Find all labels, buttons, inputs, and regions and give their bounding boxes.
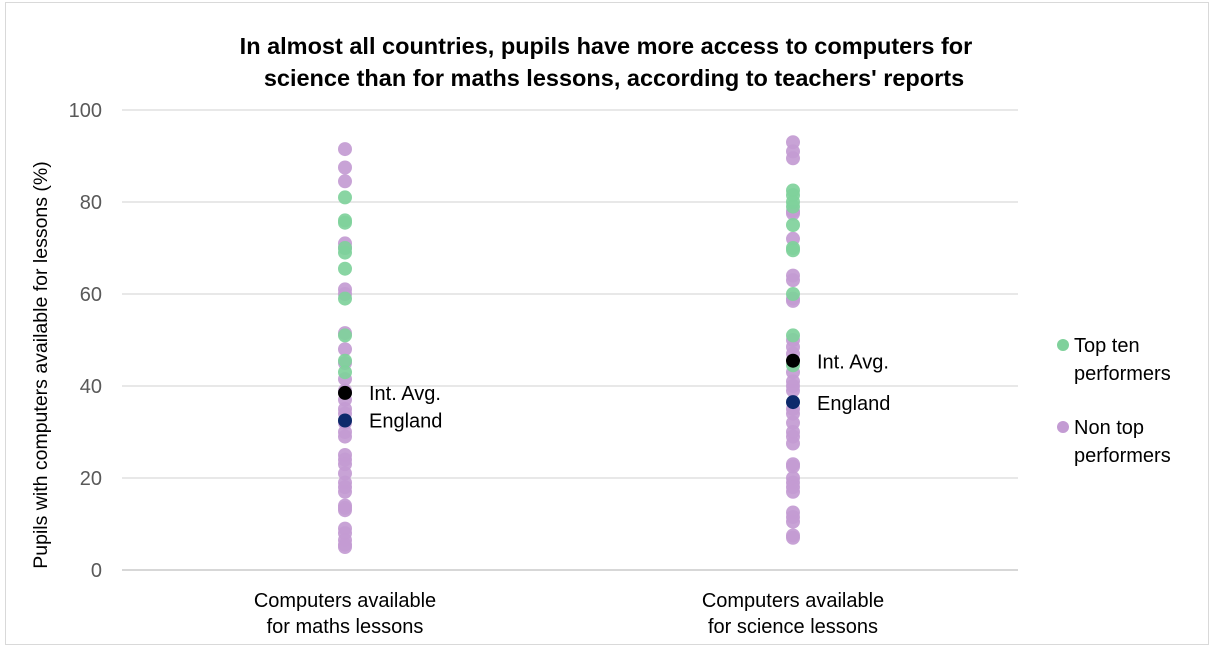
point-top-ten xyxy=(786,287,800,301)
point-int-avg xyxy=(786,353,800,368)
point-non-top xyxy=(338,174,352,189)
legend-label: performers xyxy=(1074,363,1171,385)
point-non-top xyxy=(786,530,800,545)
point-top-ten xyxy=(338,190,352,205)
point-non-top xyxy=(786,484,800,499)
point-int-avg xyxy=(338,385,352,400)
chart-title-line-1: In almost all countries, pupils have mor… xyxy=(240,33,973,59)
data-points xyxy=(338,135,800,554)
point-england xyxy=(786,395,800,410)
point-top-ten xyxy=(338,291,352,306)
x-category-label: for science lessons xyxy=(708,616,878,638)
point-non-top xyxy=(338,342,352,357)
legend-label: performers xyxy=(1074,445,1171,467)
point-top-ten xyxy=(338,245,352,260)
point-top-ten xyxy=(338,215,352,230)
point-non-top xyxy=(338,484,352,499)
point-non-top xyxy=(786,383,800,398)
point-non-top xyxy=(786,436,800,451)
point-top-ten xyxy=(338,353,352,368)
legend-label: Non top xyxy=(1074,417,1144,439)
point-non-top xyxy=(786,151,800,166)
legend-marker-top-ten xyxy=(1057,339,1069,351)
point-england xyxy=(338,413,352,428)
x-axis-categories: Computers available for maths lessons Comp… xyxy=(254,590,884,638)
point-top-ten xyxy=(786,328,800,343)
point-non-top xyxy=(338,429,352,444)
int-avg-label: Int. Avg. xyxy=(369,383,441,405)
point-non-top xyxy=(786,514,800,529)
y-tick-label: 80 xyxy=(80,192,102,214)
chart-title-line-2: science than for maths lessons, accordin… xyxy=(264,65,964,91)
england-label: England xyxy=(369,411,442,433)
y-tick-label: 60 xyxy=(80,284,102,306)
chart-frame xyxy=(5,2,1209,645)
england-label: England xyxy=(817,393,890,415)
point-top-ten xyxy=(338,328,352,343)
legend-marker-non-top xyxy=(1057,421,1069,433)
point-non-top xyxy=(338,540,352,554)
int-avg-label: Int. Avg. xyxy=(817,352,889,374)
y-tick-label: 40 xyxy=(80,376,102,398)
gridlines xyxy=(122,109,1018,571)
point-non-top xyxy=(786,273,800,288)
point-non-top xyxy=(786,459,800,474)
point-top-ten xyxy=(786,218,800,232)
y-axis-label: Pupils with computers available for less… xyxy=(30,161,52,569)
y-tick-label: 20 xyxy=(80,468,102,490)
point-non-top xyxy=(338,503,352,518)
highlight-points: Int. Avg. Int. Avg. England England xyxy=(338,352,890,433)
x-category-label: Computers available xyxy=(702,590,884,612)
y-tick-label: 0 xyxy=(91,560,102,582)
point-non-top xyxy=(338,142,352,157)
point-top-ten xyxy=(786,243,800,258)
y-axis-ticks: 0 20 40 60 80 100 xyxy=(69,100,102,582)
point-top-ten xyxy=(786,199,800,214)
x-category-label: Computers available xyxy=(254,590,436,612)
x-category-label: for maths lessons xyxy=(267,616,424,638)
y-tick-label: 100 xyxy=(69,100,102,122)
point-non-top xyxy=(338,160,352,175)
legend: Top ten performers Non top performers xyxy=(1057,335,1171,467)
point-top-ten xyxy=(338,261,352,276)
point-top-ten xyxy=(338,365,352,380)
legend-label: Top ten xyxy=(1074,335,1140,357)
